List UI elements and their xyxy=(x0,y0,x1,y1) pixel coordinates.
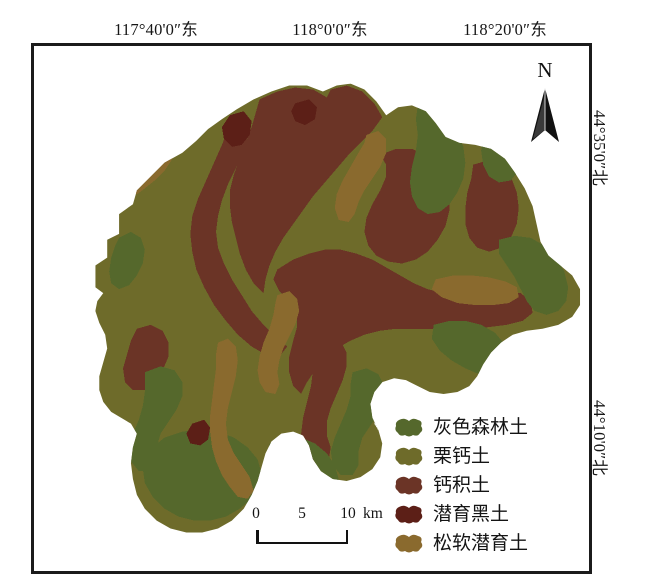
legend-label: 钙积土 xyxy=(433,475,491,496)
legend-label: 潜育黑土 xyxy=(433,504,510,525)
legend-item: 潜育黑土 xyxy=(394,500,584,529)
scale-tick-5: 5 xyxy=(298,505,306,522)
axis-label-right-1: 44°35'0″北 xyxy=(590,110,609,186)
legend-swatch-icon xyxy=(394,533,424,555)
axis-label-top-2: 118°0'0″东 xyxy=(292,20,368,39)
axis-label-top-1: 117°40'0″东 xyxy=(114,20,198,39)
map-raster xyxy=(34,46,589,571)
legend-label: 栗钙土 xyxy=(433,446,491,467)
north-arrow-label: N xyxy=(537,58,553,82)
legend-item: 钙积土 xyxy=(394,471,584,500)
scale-tick-10: 10 xyxy=(340,505,356,522)
legend-swatch-icon xyxy=(394,417,424,439)
legend-label: 松软潜育土 xyxy=(433,533,529,554)
legend-swatch-icon xyxy=(394,475,424,497)
legend-item: 松软潜育土 xyxy=(394,529,584,558)
north-arrow: N xyxy=(523,58,567,146)
legend-item: 栗钙土 xyxy=(394,442,584,471)
axis-label-right-2: 44°10'0″北 xyxy=(590,400,609,476)
scale-tick-0: 0 xyxy=(252,505,260,522)
scale-bar-line xyxy=(256,530,348,544)
scale-bar: 0 5 10 km xyxy=(251,505,383,550)
legend-label: 灰色森林土 xyxy=(433,417,529,438)
legend-swatch-icon xyxy=(394,446,424,468)
north-arrow-icon xyxy=(531,88,559,142)
legend-item: 灰色森林土 xyxy=(394,413,584,442)
legend-swatch-icon xyxy=(394,504,424,526)
scale-unit: km xyxy=(363,505,383,522)
axis-label-top-3: 118°20'0″东 xyxy=(463,20,547,39)
map-frame xyxy=(31,43,592,574)
legend: 灰色森林土 栗钙土 钙积土 潜育黑土 松软潜育土 xyxy=(394,413,584,558)
